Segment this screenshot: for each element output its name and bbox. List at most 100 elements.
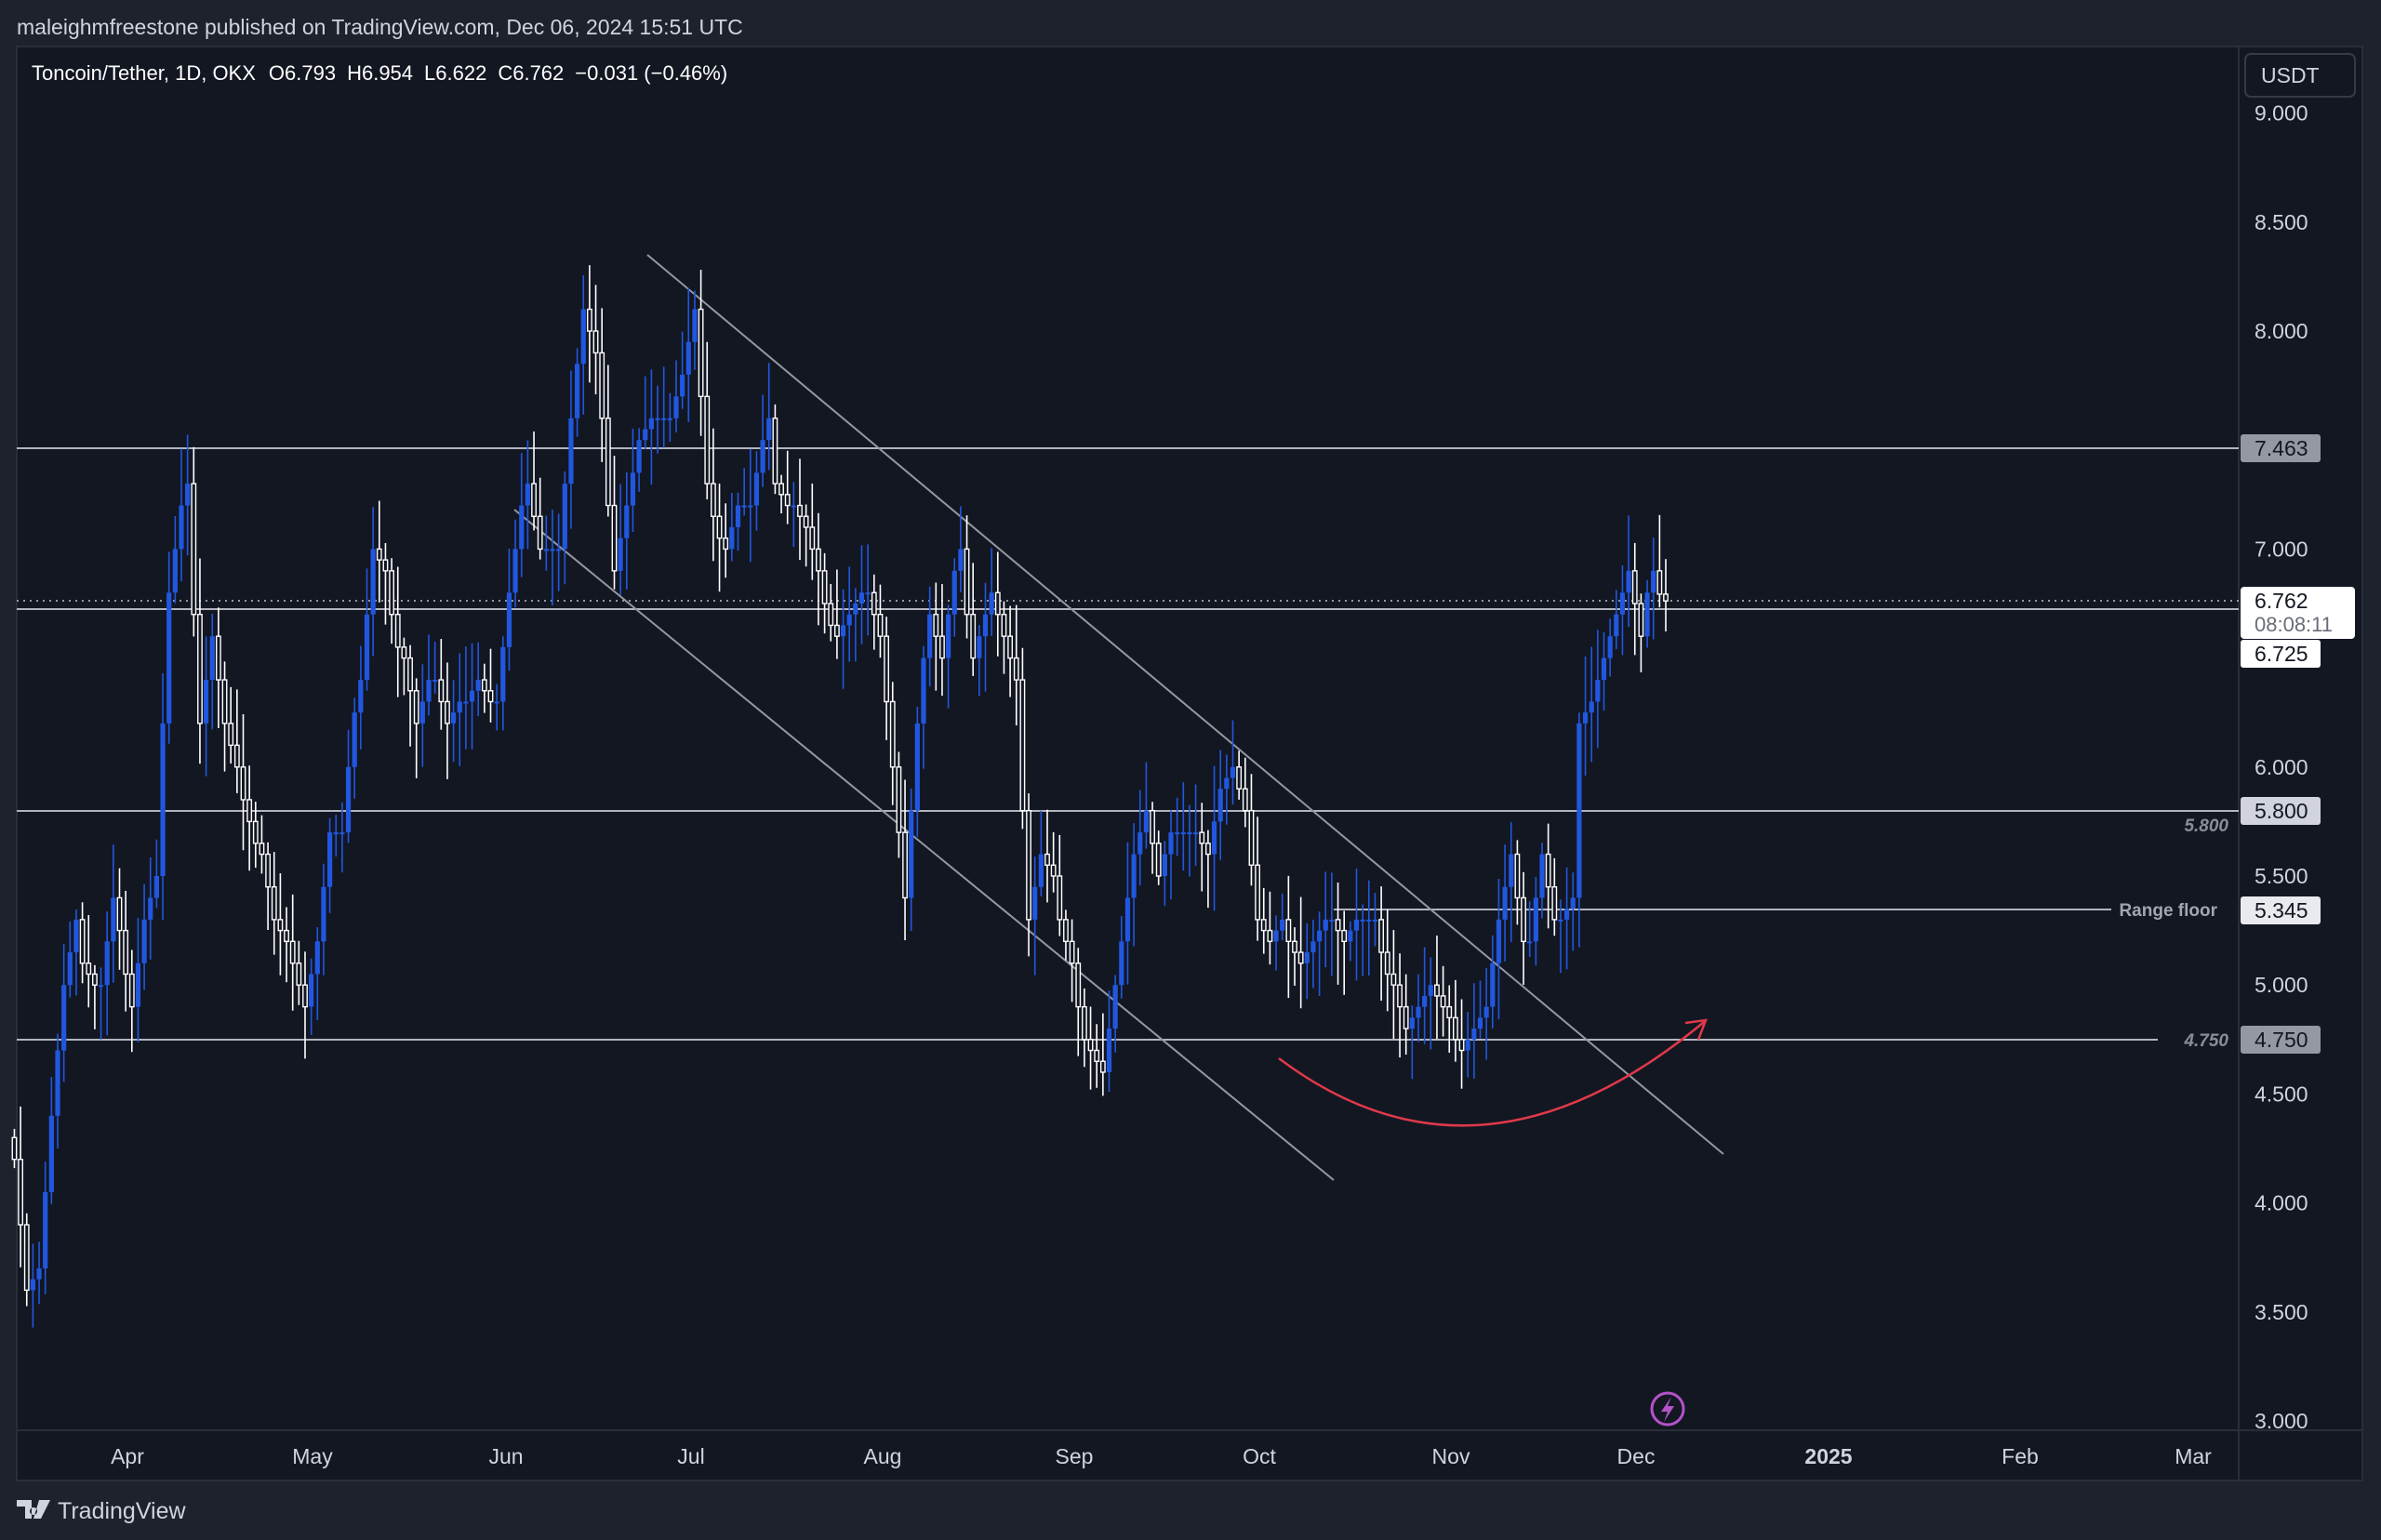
candle-body	[352, 712, 357, 767]
candle	[1397, 953, 1403, 1058]
candle-body	[1063, 919, 1069, 943]
candle	[86, 915, 92, 1008]
channel-upper-trendline[interactable]	[646, 254, 1724, 1155]
candle	[1360, 904, 1365, 976]
candle	[729, 493, 735, 562]
candle	[284, 907, 289, 983]
candle-body	[871, 591, 877, 616]
time-axis[interactable]: Apr May Jun Jul Aug Sep Oct Nov Dec 2025 Feb Mar	[111, 1444, 2212, 1468]
candle-body	[487, 690, 494, 703]
candle	[345, 729, 352, 843]
candle-body	[1094, 1049, 1100, 1062]
price-tick-label: 3.500	[2255, 1300, 2308, 1324]
candle	[512, 519, 518, 608]
candle	[252, 802, 259, 869]
candle	[1638, 593, 1644, 673]
candle	[1285, 875, 1292, 999]
candle-body	[1589, 701, 1594, 713]
candle-body	[1131, 854, 1137, 898]
candle-body	[1001, 614, 1007, 637]
lightning-icon[interactable]	[1650, 1391, 1685, 1427]
candle-body	[463, 701, 469, 704]
candle	[487, 648, 494, 723]
candle-body	[1236, 766, 1243, 790]
candle	[352, 697, 357, 799]
candle-body	[550, 549, 555, 551]
candle-body	[636, 440, 642, 473]
time-tick-label: 2025	[1804, 1444, 1852, 1468]
candle	[1124, 842, 1131, 985]
candle-body	[1204, 843, 1211, 856]
candle	[451, 680, 457, 763]
candle-body	[927, 614, 933, 658]
candle	[1440, 965, 1446, 1037]
candle	[1446, 985, 1453, 1053]
candle	[902, 779, 908, 941]
candle	[1378, 886, 1385, 1002]
candle	[1527, 901, 1533, 957]
svg-text:5.800: 5.800	[2255, 799, 2308, 823]
candle	[1069, 919, 1075, 1002]
candle	[426, 634, 432, 716]
candle-body	[643, 429, 648, 441]
candle-body	[655, 418, 660, 420]
candle-body	[680, 374, 685, 397]
candle	[605, 365, 611, 517]
candle-body	[1285, 919, 1292, 943]
candle-body	[475, 680, 481, 691]
candle-body	[166, 592, 172, 724]
candle-body	[1155, 843, 1162, 877]
brand-name: TradingView	[58, 1498, 187, 1524]
candle-body	[599, 352, 605, 419]
candle-body	[711, 483, 716, 517]
candle-body	[1187, 832, 1192, 835]
candle-body	[587, 308, 592, 332]
candle	[853, 588, 858, 662]
candle-body	[432, 680, 438, 683]
candle	[692, 290, 698, 370]
candle	[1255, 816, 1261, 941]
tradingview-logo[interactable]: TradingView	[17, 1498, 187, 1524]
candle-body	[846, 614, 852, 626]
candle	[457, 653, 462, 767]
candle-body	[778, 483, 784, 496]
candle-body	[630, 472, 636, 506]
candle	[587, 265, 592, 383]
candle	[18, 1106, 23, 1268]
candle-body	[277, 919, 284, 932]
candle	[1175, 797, 1180, 856]
time-tick-label: Mar	[2175, 1444, 2212, 1468]
candle	[172, 515, 178, 604]
candle-body	[1631, 570, 1638, 604]
candle	[302, 951, 308, 1059]
candle-body	[951, 570, 957, 615]
price-tick-label: 4.500	[2255, 1082, 2308, 1106]
candle-body	[692, 309, 698, 342]
candle-body	[413, 690, 419, 724]
candle	[624, 471, 630, 590]
candle-body	[889, 700, 896, 768]
candle-body	[438, 679, 445, 703]
candle	[1539, 843, 1545, 919]
candle	[413, 678, 419, 778]
candle	[191, 446, 197, 637]
candle	[1564, 867, 1570, 970]
candle	[394, 566, 401, 697]
currency-button[interactable]	[2244, 53, 2356, 98]
channel-lower-trendline[interactable]	[513, 509, 1335, 1181]
candle-body	[339, 832, 345, 835]
candle	[989, 548, 994, 636]
candle	[753, 451, 760, 531]
rounded-bottom-arc-arrow[interactable]	[1278, 1021, 1705, 1127]
candle-body	[172, 549, 178, 593]
candle-body	[1416, 1006, 1421, 1018]
candle	[982, 582, 989, 692]
candle-body	[246, 799, 253, 823]
time-tick-label: Sep	[1056, 1444, 1094, 1468]
price-label-5345: 5.345	[2241, 896, 2321, 924]
candle	[1323, 871, 1328, 968]
price-axis[interactable]: 9.000 8.500 8.000 7.000 6.000 5.500 5.000 4.500…	[2255, 101, 2308, 1433]
candle-body	[921, 657, 926, 724]
candle-body	[1069, 940, 1075, 964]
